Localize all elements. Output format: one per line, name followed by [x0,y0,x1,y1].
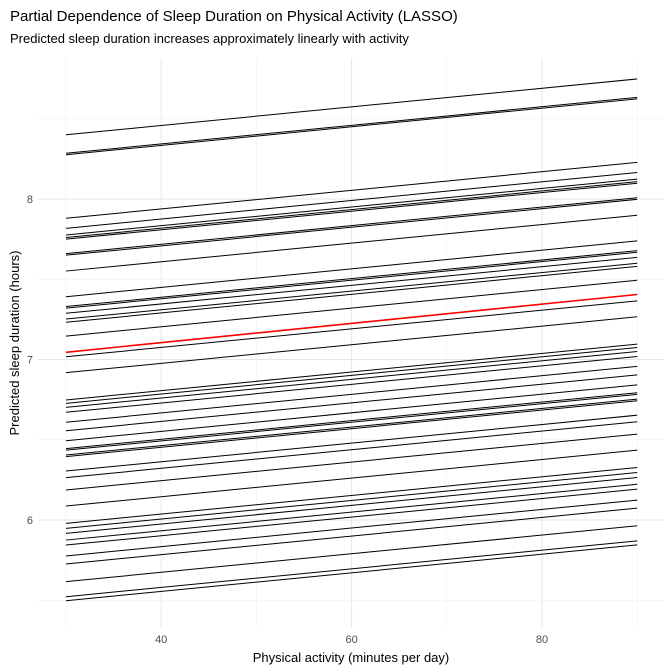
ice-line [65,355,638,413]
ice-line [65,250,638,308]
ice-line [65,96,638,154]
ice-line [65,198,638,256]
x-tick-label: 40 [155,634,167,646]
ice-line [65,471,638,529]
ice-line [65,433,638,491]
y-tick-label: 7 [27,355,33,367]
ice-line [65,300,638,358]
ice-line [65,265,638,323]
ice-line [65,393,638,451]
ice-line [65,279,638,337]
chart-subtitle: Predicted sleep duration increases appro… [10,31,409,46]
average-pdp-line [65,293,638,354]
ice-line [65,449,638,507]
ice-line [65,346,638,404]
ice-line [65,350,638,408]
ice-line [65,384,638,442]
ice-line [65,476,638,534]
ice-line [65,507,638,565]
ice-line [65,398,638,456]
ice-line [65,161,638,219]
ice-line [65,256,638,314]
ice-line [65,544,638,602]
ice-line [65,316,638,374]
ice-line [65,262,638,320]
ice-line [65,197,638,255]
ice-line [65,178,638,236]
y-tick-label: 8 [27,194,33,206]
ice-line [65,181,638,239]
ice-line [65,240,638,298]
y-axis-label: Predicted sleep duration (hours) [7,251,22,436]
ice-line [65,421,638,479]
ice-line [65,400,638,458]
ice-line [65,214,638,272]
chart-title: Partial Dependence of Sleep Duration on … [10,8,458,25]
x-tick-label: 60 [345,634,357,646]
ice-line [65,483,638,541]
x-axis-label: Physical activity (minutes per day) [253,650,450,665]
ice-line [65,172,638,229]
ice-line [65,540,638,598]
ice-line [65,182,638,240]
ice-line [65,499,638,557]
ice-line [65,392,638,450]
ice-line [65,374,638,432]
ice-line [65,343,638,401]
ice-line [65,488,638,546]
ice-line [65,251,638,309]
y-tick-label: 6 [27,515,33,527]
ice-line [65,98,638,156]
ice-line [65,414,638,472]
ice-line [65,525,638,583]
x-tick-label: 80 [536,634,548,646]
ice-line [65,365,638,423]
ice-line [65,467,638,524]
ice-line [65,78,638,136]
